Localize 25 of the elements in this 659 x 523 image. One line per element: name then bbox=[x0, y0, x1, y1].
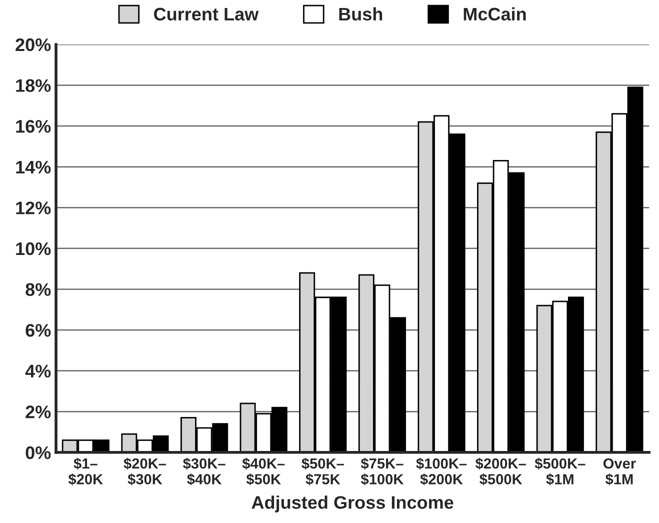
y-tick-label: 6% bbox=[26, 324, 51, 337]
legend-label: McCain bbox=[464, 7, 526, 21]
y-tick-label: 8% bbox=[26, 283, 51, 296]
x-tick-label: $200K– $500K bbox=[475, 458, 526, 486]
y-tick-label: 18% bbox=[16, 79, 51, 92]
legend-label: Bush bbox=[339, 7, 382, 21]
y-tick-label: 0% bbox=[26, 446, 51, 460]
x-tick-label: $20K– $30K bbox=[124, 458, 166, 486]
y-tick-label: 2% bbox=[26, 406, 51, 418]
x-tick-label: $50K– $75K bbox=[302, 458, 344, 486]
y-tick-label: 12% bbox=[16, 202, 51, 214]
y-tick-label: 4% bbox=[25, 364, 51, 378]
x-tick-label: $40K– $50K bbox=[242, 458, 285, 486]
x-tick-label: $100K– $200K bbox=[416, 458, 467, 486]
y-tick-label: 16% bbox=[16, 120, 51, 133]
x-tick-label: $30K– $40K bbox=[182, 458, 226, 486]
x-tick-label: $500K– $1M bbox=[534, 458, 586, 486]
x-axis-title: Adjusted Gross Income bbox=[252, 496, 454, 512]
y-tick-label: 20% bbox=[16, 38, 51, 52]
x-tick-label: Over $1M bbox=[603, 458, 636, 486]
y-tick-label: 14% bbox=[16, 160, 51, 174]
x-tick-label: $1– $20K bbox=[68, 458, 103, 486]
y-tick-label: 10% bbox=[16, 242, 51, 256]
legend-label: Current Law bbox=[154, 8, 259, 21]
x-tick-label: $75K– $100K bbox=[360, 458, 404, 486]
